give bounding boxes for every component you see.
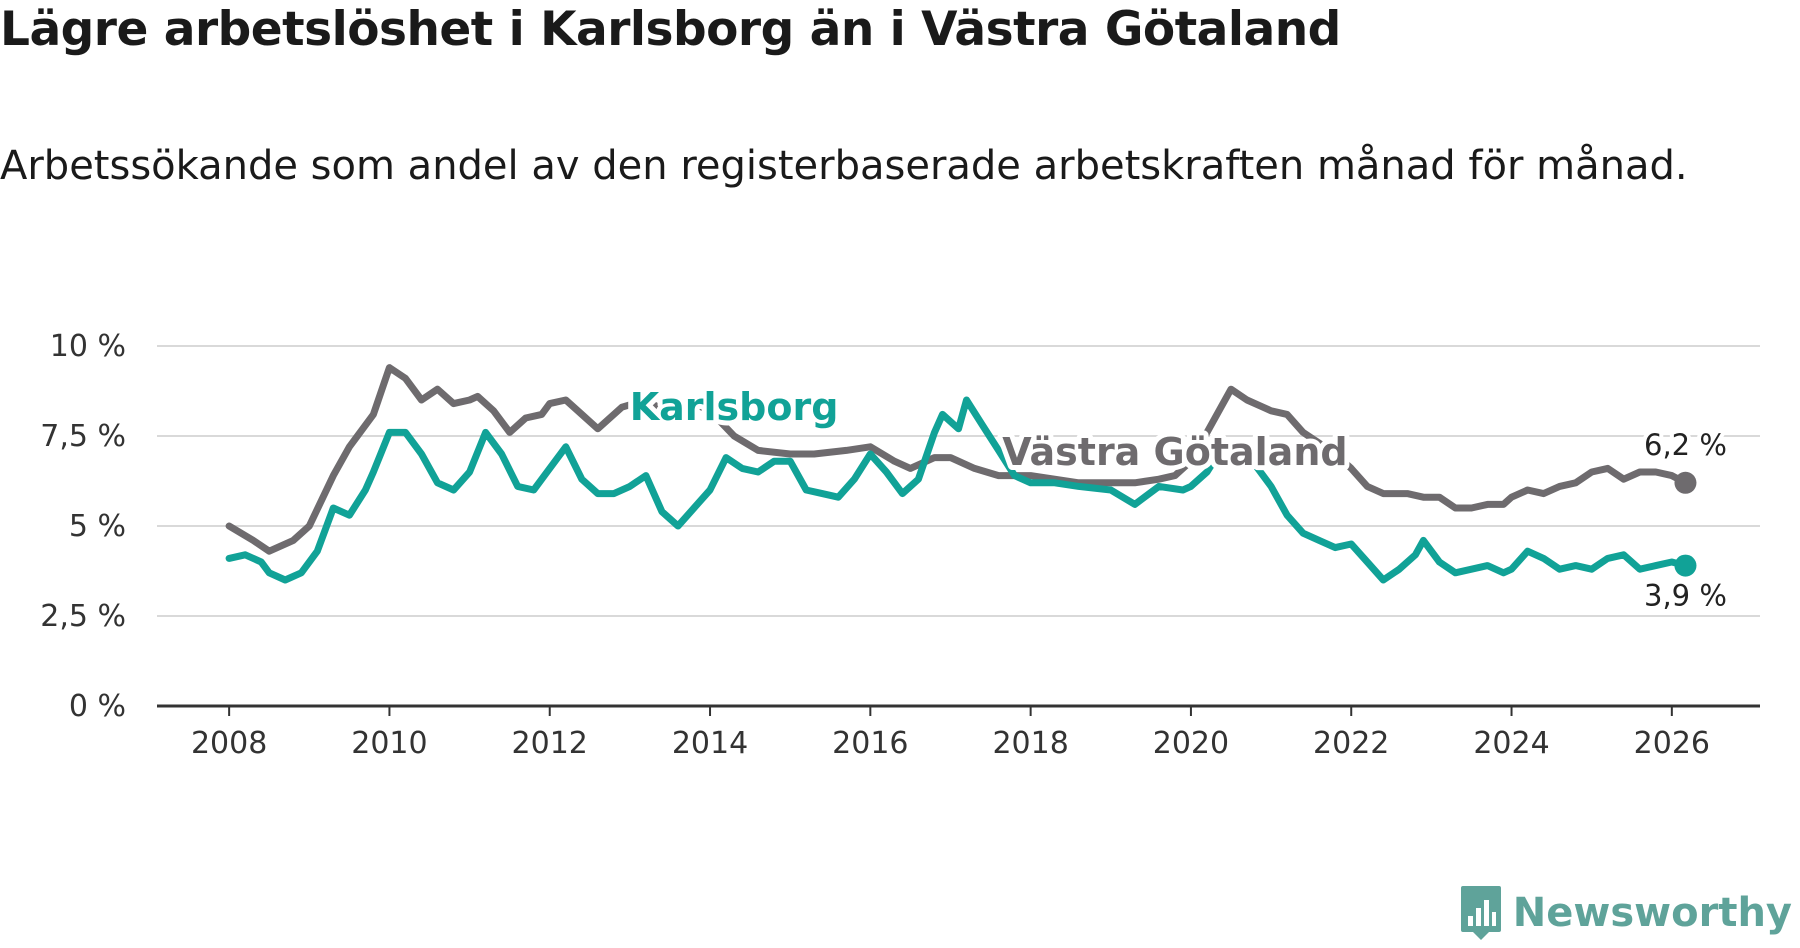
y-tick-label: 10 % (50, 329, 126, 364)
series-label-vastra-gotaland: Västra Götaland (1002, 430, 1347, 474)
x-tick-label: 2010 (351, 726, 427, 761)
brand-logo: Newsworthy (1459, 884, 1792, 942)
newsworthy-logo-icon (1460, 886, 1501, 940)
end-value-label: 3,9 % (1644, 579, 1727, 613)
x-tick-label: 2016 (832, 726, 908, 761)
series-lines (225, 364, 1689, 584)
end-marker-vastra-gotaland (1674, 471, 1697, 494)
chart-title: Lägre arbetslöshet i Karlsborg än i Väst… (0, 2, 1341, 57)
end-marker-karlsborg (1674, 554, 1697, 577)
series-labels: Västra Götaland Karlsborg (625, 380, 1353, 479)
x-tick-label: 2012 (512, 726, 588, 761)
x-axis: 2008 2010 2012 2014 2016 2018 2020 2022 2024 2026 (157, 704, 1760, 761)
y-axis-ticks: 0 % 2,5 % 5 % 7,5 % 10 % (40, 329, 126, 724)
x-tick-label: 2014 (672, 726, 748, 761)
end-markers: 6,2 % 3,9 % (1640, 424, 1731, 617)
y-tick-label: 7,5 % (40, 419, 126, 454)
series-label-karlsborg: Karlsborg (630, 385, 839, 429)
x-tick-label: 2022 (1313, 726, 1389, 761)
end-value-label: 6,2 % (1644, 428, 1727, 462)
x-tick-label: 2020 (1153, 726, 1229, 761)
series-line-karlsborg (225, 396, 1689, 584)
x-tick-label: 2024 (1473, 726, 1549, 761)
series-line-vastra-gotaland (225, 364, 1689, 555)
x-tick-label: 2008 (191, 726, 267, 761)
x-tick-label: 2018 (992, 726, 1068, 761)
y-tick-label: 5 % (69, 509, 126, 544)
x-tick-label: 2026 (1634, 726, 1710, 761)
grid-lines (157, 345, 1760, 617)
y-tick-label: 2,5 % (40, 599, 126, 634)
brand-name: Newsworthy (1512, 890, 1792, 936)
chart-subtitle: Arbetssökande som andel av den registerb… (0, 143, 1688, 189)
y-tick-label: 0 % (69, 689, 126, 724)
